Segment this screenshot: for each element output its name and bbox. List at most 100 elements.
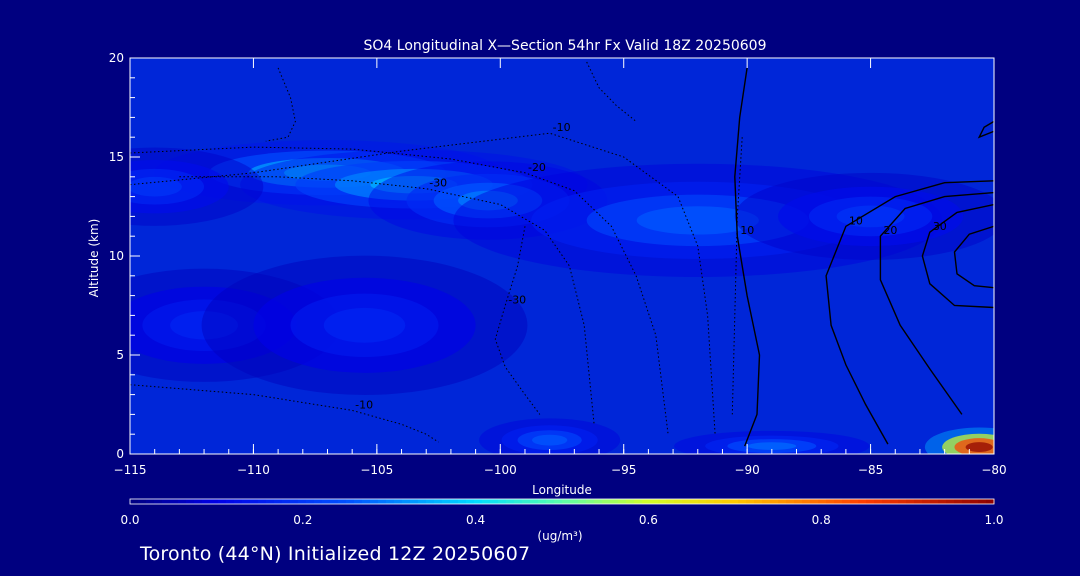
contour-label-10: -10 [355, 398, 373, 411]
colorbar-segment [858, 499, 867, 504]
colorbar-segment [674, 499, 683, 504]
colorbar-segment [402, 499, 411, 504]
colorbar-segment [466, 499, 475, 504]
y-axis: 0 5 10 15 20 [109, 51, 140, 461]
colorbar-segment [362, 499, 371, 504]
colorbar-frame [129, 498, 995, 505]
colorbar-segment [154, 499, 163, 504]
colorbar-segment [850, 499, 859, 504]
colorbar-segment [178, 499, 187, 504]
plume-9 [747, 442, 797, 450]
colorbar-segment [266, 499, 275, 504]
colorbar-segment [242, 499, 251, 504]
colorbar-segment [450, 499, 459, 504]
colorbar-segment [898, 499, 907, 504]
colorbar-tick-label: 0.2 [293, 513, 312, 527]
colorbar-segment [682, 499, 691, 504]
colorbar-segment [298, 499, 307, 504]
colorbar-segment [650, 499, 659, 504]
colorbar-segment [282, 499, 291, 504]
colorbar-segment [218, 499, 227, 504]
colorbar-segment [162, 499, 171, 504]
colorbar-segment [490, 499, 499, 504]
x-tick-label: −105 [360, 463, 393, 477]
contour-label-0: 10 [740, 224, 754, 237]
colorbar-tick-label: 1.0 [984, 513, 1003, 527]
colorbar-segment [442, 499, 451, 504]
colorbar-segment [138, 499, 147, 504]
contour-label-2: 20 [883, 224, 897, 237]
plume-2 [458, 190, 518, 211]
contour-line-10 [130, 384, 439, 443]
colorbar-segment [346, 499, 355, 504]
colorbar-segment [498, 499, 507, 504]
colorbar-segment [330, 499, 339, 504]
colorbar-segment [410, 499, 419, 504]
colorbar-units: (ug/m³) [537, 529, 582, 543]
contour-label-1: 10 [849, 214, 863, 227]
colorbar-segment [666, 499, 675, 504]
contour-line-8 [130, 132, 716, 435]
colorbar-segment [418, 499, 427, 504]
colorbar-segment [706, 499, 715, 504]
colorbar-segment [554, 499, 563, 504]
colorbar-segment [202, 499, 211, 504]
contour-labels: 10 10 20 30 -20 -30 -10 -30 -10 [355, 121, 947, 411]
colorbar-tick-label: 0.6 [639, 513, 658, 527]
colorbar-segment [762, 499, 771, 504]
colorbar-tick-label: 0.4 [466, 513, 485, 527]
colorbar-segment [514, 499, 523, 504]
contour-line-12 [586, 61, 637, 122]
colorbar-segment [978, 499, 987, 504]
plume-7 [323, 307, 406, 343]
colorbar-segment [482, 499, 491, 504]
colorbar-segment [130, 499, 139, 504]
colorbar-segment [506, 499, 515, 504]
colorbar-segment [722, 499, 731, 504]
x-tick-label: −115 [114, 463, 147, 477]
colorbar-segment [874, 499, 883, 504]
colorbar-segment [770, 499, 779, 504]
plume-6 [170, 311, 238, 340]
colorbar-segment [842, 499, 851, 504]
plume-5 [130, 176, 182, 197]
colorbar-segment [194, 499, 203, 504]
colorbar-segment [962, 499, 971, 504]
x-tick-label: −95 [611, 463, 636, 477]
colorbar-segment [698, 499, 707, 504]
y-tick-label: 5 [116, 348, 124, 362]
colorbar: 0.0 0.2 0.4 0.6 0.8 1.0 [120, 498, 1004, 527]
colorbar-segment [186, 499, 195, 504]
colorbar-segment [658, 499, 667, 504]
colorbar-segment [738, 499, 747, 504]
colorbar-segment [570, 499, 579, 504]
colorbar-segment [802, 499, 811, 504]
colorbar-segment [970, 499, 979, 504]
colorbar-segment [314, 499, 323, 504]
x-axis-label: Longitude [532, 483, 592, 497]
colorbar-segment [642, 499, 651, 504]
colorbar-segment [754, 499, 763, 504]
colorbar-segment [922, 499, 931, 504]
contour-label-6: -20 [528, 161, 546, 174]
colorbar-segment [634, 499, 643, 504]
contour-line-9 [494, 226, 541, 415]
colorbar-segment [274, 499, 283, 504]
colorbar-segment [306, 499, 315, 504]
colorbar-segment [562, 499, 571, 504]
colorbar-segment [618, 499, 627, 504]
colorbar-segment [578, 499, 587, 504]
colorbar-segment [250, 499, 259, 504]
colorbar-segment [474, 499, 483, 504]
colorbar-segment [914, 499, 923, 504]
colorbar-segment [714, 499, 723, 504]
colorbar-segment [882, 499, 891, 504]
colorbar-segment [834, 499, 843, 504]
colorbar-segment [594, 499, 603, 504]
colorbar-segment [826, 499, 835, 504]
colorbar-segment [290, 499, 299, 504]
colorbar-segment [386, 499, 395, 504]
y-axis-label: Altitude (km) [87, 219, 101, 298]
colorbar-segment [354, 499, 363, 504]
x-tick-label: −110 [237, 463, 270, 477]
